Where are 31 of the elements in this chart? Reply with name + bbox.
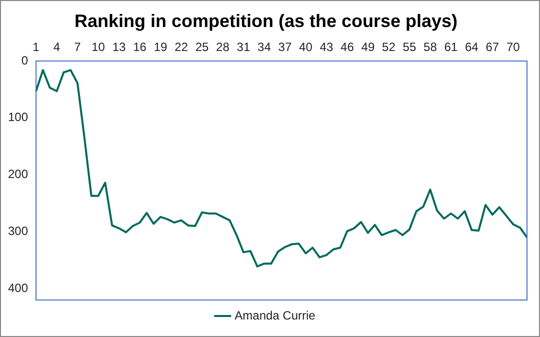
x-tick-label: 67 [486, 40, 500, 54]
x-tick-label: 70 [506, 40, 520, 54]
x-tick-label: 4 [53, 40, 60, 54]
x-tick-label: 10 [92, 40, 106, 54]
x-tick-label: 64 [465, 40, 479, 54]
x-tick-label: 37 [278, 40, 292, 54]
chart-title: Ranking in competition (as the course plays) [74, 10, 458, 31]
x-tick-label: 13 [112, 40, 126, 54]
y-tick-label: 200 [8, 167, 28, 182]
x-tick-label: 1 [32, 40, 40, 54]
x-tick-label: 31 [236, 40, 250, 54]
x-tick-label: 22 [174, 40, 188, 54]
x-tick-label: 46 [340, 40, 354, 54]
x-tick-label: 25 [195, 40, 209, 54]
x-tick-label: 55 [402, 40, 416, 54]
x-tick-label: 34 [258, 40, 272, 54]
x-tick-label: 61 [444, 40, 458, 54]
y-tick-label: 100 [8, 110, 28, 124]
legend-label: Amanda Currie [234, 308, 316, 322]
y-tick-label: 0 [21, 53, 28, 68]
x-tick-label: 40 [299, 40, 313, 54]
y-tick-label: 300 [8, 224, 28, 238]
x-tick-label: 28 [216, 40, 230, 54]
x-tick-label: 43 [320, 40, 334, 54]
x-tick-label: 52 [382, 40, 396, 54]
x-tick-label: 58 [424, 40, 438, 54]
x-tick-label: 19 [154, 40, 168, 54]
x-tick-label: 7 [74, 40, 82, 54]
x-tick-label: 16 [133, 40, 147, 54]
x-tick-label: 49 [361, 40, 375, 54]
y-tick-label: 400 [8, 280, 28, 295]
